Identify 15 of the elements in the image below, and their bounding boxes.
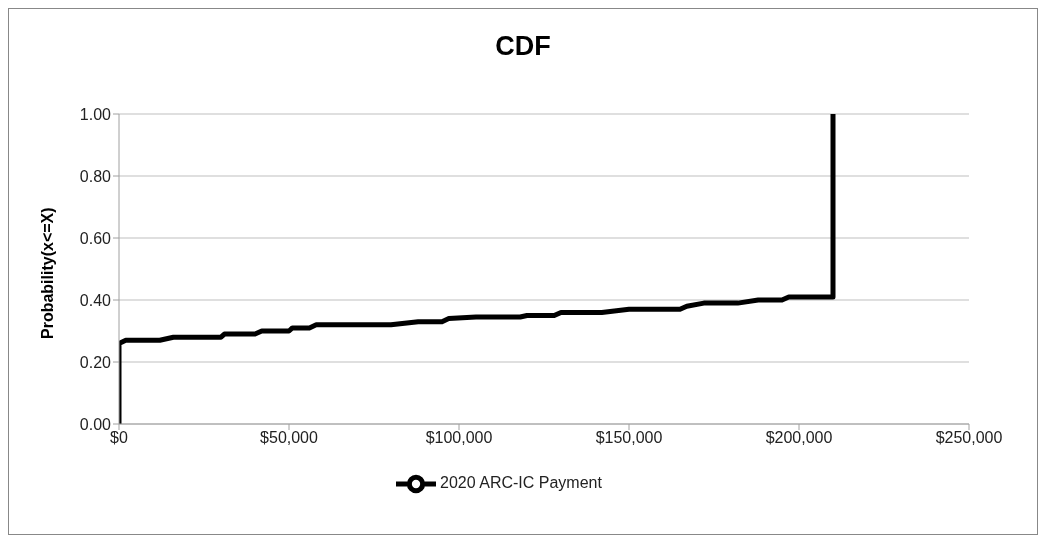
x-tick-label: $200,000 (765, 429, 833, 447)
chart-title: CDF (494, 31, 552, 62)
y-tick-label: 0.40 (79, 291, 112, 309)
y-tick-label: 0.60 (79, 229, 112, 247)
y-tick-label: 1.00 (79, 105, 112, 123)
y-tick-label: 0.00 (79, 415, 112, 433)
x-tick-label: $250,000 (935, 429, 1003, 447)
y-axis-title: Probability(x<=X) (38, 207, 56, 339)
legend-label: 2020 ARC-IC Payment (440, 474, 602, 492)
x-tick-label: $50,000 (260, 429, 319, 447)
y-tick-label: 0.80 (79, 167, 112, 185)
x-tick-label: $0 (110, 429, 128, 447)
y-tick-label: 0.20 (79, 353, 112, 371)
x-tick-label: $100,000 (425, 429, 493, 447)
x-tick-label: $150,000 (595, 429, 663, 447)
